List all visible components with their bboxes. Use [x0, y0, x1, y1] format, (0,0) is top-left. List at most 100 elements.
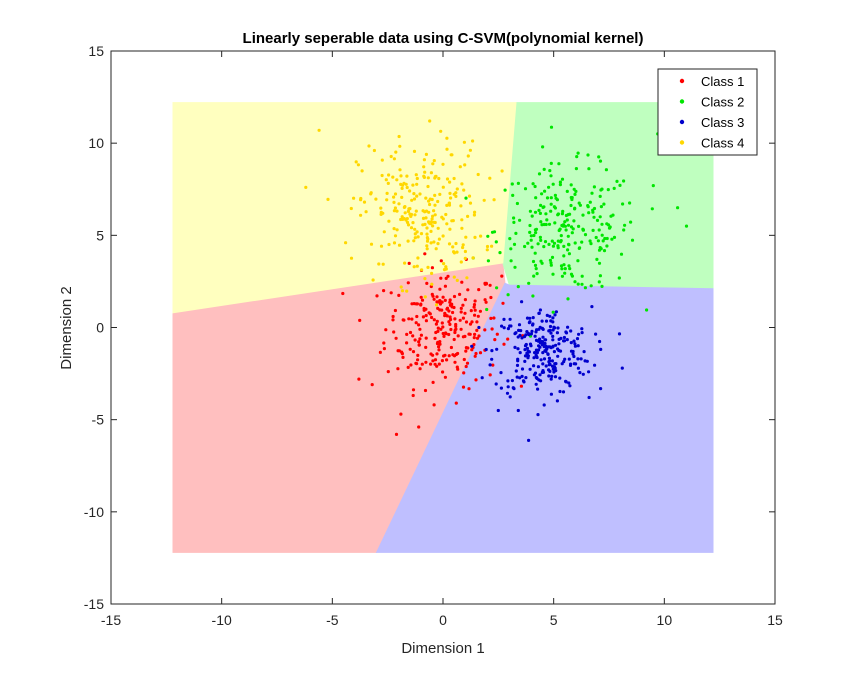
data-point: [387, 219, 391, 223]
data-point: [451, 353, 455, 357]
decision-region-4: [172, 102, 517, 314]
data-point: [539, 238, 543, 242]
data-point: [605, 244, 609, 248]
data-point: [447, 201, 451, 205]
data-point: [568, 384, 572, 388]
data-point: [444, 212, 448, 217]
data-point: [461, 243, 465, 247]
data-point: [483, 328, 487, 332]
data-point: [379, 244, 384, 248]
data-point: [548, 258, 553, 262]
data-point: [437, 176, 441, 181]
data-point: [526, 241, 530, 245]
data-point: [541, 145, 545, 149]
data-point: [442, 354, 446, 358]
data-point: [468, 332, 472, 336]
data-point: [630, 238, 635, 242]
data-point: [407, 317, 411, 321]
data-point: [622, 179, 626, 183]
data-point: [425, 232, 429, 236]
data-point: [393, 308, 397, 313]
data-point: [490, 244, 494, 248]
data-point: [402, 318, 406, 322]
data-point: [542, 167, 546, 171]
data-point: [540, 223, 544, 227]
data-point: [558, 183, 563, 187]
data-point: [381, 262, 385, 266]
data-point: [577, 332, 581, 336]
data-point: [551, 334, 555, 338]
data-point: [392, 241, 397, 245]
data-point: [434, 247, 438, 251]
data-point: [349, 206, 353, 211]
data-point: [582, 350, 586, 354]
data-point: [424, 196, 428, 200]
data-point: [464, 235, 468, 239]
data-point: [477, 325, 481, 330]
data-point: [550, 374, 554, 378]
data-point: [567, 252, 572, 256]
data-point: [560, 267, 564, 271]
data-point: [479, 234, 483, 238]
data-point: [535, 355, 539, 360]
data-point: [485, 244, 490, 249]
data-point: [611, 213, 615, 217]
data-point: [471, 256, 475, 260]
data-point: [448, 315, 452, 319]
data-point: [469, 309, 473, 313]
data-point: [538, 373, 542, 377]
data-point: [392, 157, 396, 161]
data-point: [418, 337, 422, 341]
data-point: [552, 350, 557, 354]
data-point: [448, 191, 452, 195]
data-point: [427, 311, 431, 315]
axes: [110, 50, 776, 605]
data-point: [449, 196, 453, 200]
data-point: [424, 307, 428, 311]
data-point: [450, 305, 454, 309]
data-point: [470, 320, 474, 324]
data-point: [488, 373, 492, 377]
data-point: [509, 259, 513, 263]
data-point: [412, 197, 417, 201]
data-point: [386, 181, 390, 185]
data-point: [544, 349, 548, 353]
data-point: [547, 356, 552, 360]
data-point: [583, 233, 588, 237]
data-point: [476, 172, 480, 177]
data-point: [548, 369, 552, 373]
data-point: [620, 366, 624, 370]
data-point: [463, 298, 467, 302]
data-point: [566, 297, 570, 301]
data-point: [537, 208, 541, 212]
data-point: [516, 359, 520, 363]
data-point: [598, 215, 602, 219]
data-point: [547, 222, 552, 226]
data-point: [549, 125, 554, 129]
data-point: [549, 263, 553, 267]
data-point: [435, 352, 439, 356]
data-point: [405, 289, 409, 293]
data-point: [498, 251, 502, 255]
data-point: [563, 267, 567, 271]
series-class-3: [470, 300, 624, 442]
data-point: [405, 332, 409, 336]
data-point: [358, 318, 362, 322]
data-point: [382, 341, 386, 345]
data-point: [385, 191, 389, 195]
data-point: [558, 180, 563, 184]
data-point: [452, 337, 456, 342]
data-point: [556, 326, 560, 330]
data-point: [495, 332, 499, 336]
x-tick-label: -15: [101, 612, 121, 628]
data-point: [536, 365, 541, 369]
data-point: [534, 231, 538, 235]
data-point: [397, 243, 402, 247]
data-point: [545, 347, 549, 351]
data-point: [433, 336, 437, 340]
data-point: [532, 274, 536, 278]
data-point: [473, 210, 477, 214]
data-point: [362, 200, 367, 204]
data-point: [567, 242, 571, 246]
data-point: [354, 160, 358, 164]
